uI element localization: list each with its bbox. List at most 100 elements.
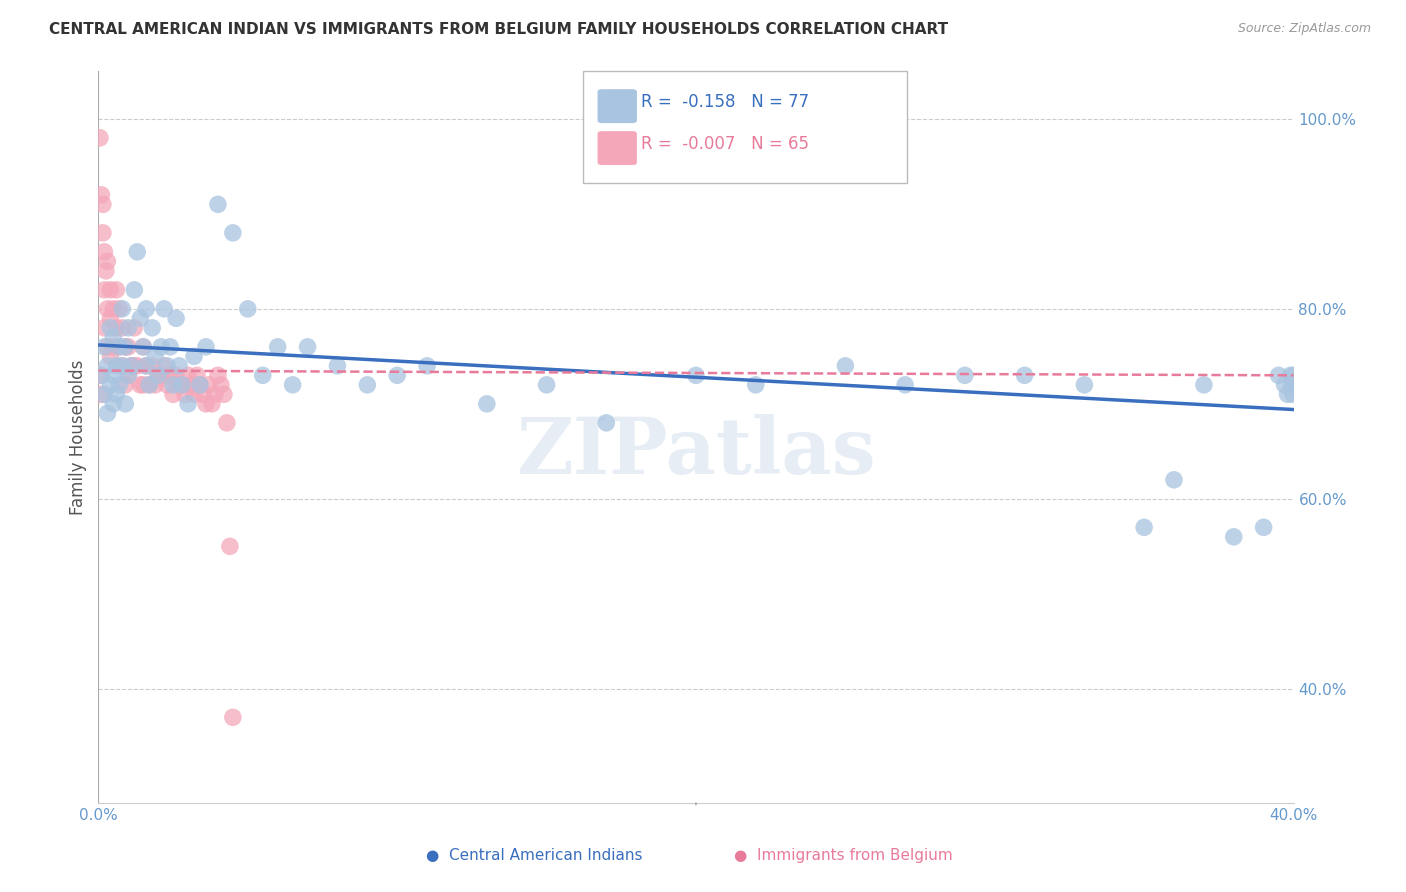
Point [89,131,111,145]
Point [94,264,117,278]
Point [135,359,157,373]
Point [117,321,139,335]
Point [215,416,238,430]
Point [90,187,112,202]
Point [150,368,173,383]
Point [209,377,232,392]
Point [96,406,118,420]
Point [138,377,160,392]
Point [1282,387,1305,401]
Point [114,397,136,411]
Point [117,368,139,383]
Point [159,340,181,354]
Point [114,377,136,392]
Point [111,301,134,316]
Point [103,301,125,316]
Point [117,340,139,354]
Point [177,397,200,411]
Point [108,340,131,354]
Point [685,368,707,383]
Point [191,387,214,401]
Point [207,368,229,383]
Point [93,387,115,401]
Point [108,340,131,354]
Point [174,387,197,401]
Point [416,359,439,373]
Point [143,349,166,363]
Point [132,340,155,354]
Point [91,197,114,211]
Point [135,301,157,316]
Point [1253,520,1275,534]
Point [91,226,114,240]
Point [236,301,259,316]
Point [281,377,304,392]
Point [222,710,245,724]
Point [167,377,190,392]
Point [103,330,125,344]
Point [90,368,112,383]
Point [183,349,205,363]
Point [96,301,118,316]
Point [195,340,218,354]
Point [103,340,125,354]
Point [385,368,409,383]
Text: Source: ZipAtlas.com: Source: ZipAtlas.com [1237,22,1371,36]
Point [98,321,122,335]
Point [96,254,118,268]
Point [207,197,229,211]
Point [1223,530,1246,544]
Point [117,368,139,383]
Point [1279,368,1302,383]
Point [150,340,173,354]
Point [148,368,170,383]
Text: ●  Immigrants from Belgium: ● Immigrants from Belgium [734,848,953,863]
Point [93,340,115,354]
Point [124,321,146,335]
Point [156,359,179,373]
Point [111,359,134,373]
Point [96,340,118,354]
Text: ●  Central American Indians: ● Central American Indians [426,848,643,863]
Point [124,283,146,297]
Point [120,359,142,373]
Point [108,301,131,316]
Point [93,321,115,335]
Point [475,397,498,411]
Point [124,359,146,373]
Point [267,340,290,354]
Point [1073,377,1095,392]
Point [195,397,218,411]
Point [103,368,125,383]
Point [172,377,194,392]
Point [90,387,112,401]
Point [138,377,160,392]
Point [222,226,245,240]
Point [595,416,617,430]
Point [165,311,187,326]
Point [96,359,118,373]
Point [1277,387,1299,401]
Point [103,397,125,411]
Point [98,311,122,326]
Point [135,359,157,373]
Point [105,283,128,297]
Point [188,377,211,392]
Point [1281,377,1303,392]
Y-axis label: Family Households: Family Households [69,359,87,515]
Point [356,377,378,392]
Point [148,368,170,383]
Point [105,359,128,373]
Point [127,244,149,259]
Point [172,377,194,392]
Point [105,321,128,335]
Point [198,377,221,392]
Point [114,340,136,354]
Point [1282,377,1305,392]
Point [98,349,122,363]
Point [120,359,142,373]
Point [186,368,208,383]
Point [297,340,319,354]
Point [132,377,155,392]
Point [114,340,136,354]
